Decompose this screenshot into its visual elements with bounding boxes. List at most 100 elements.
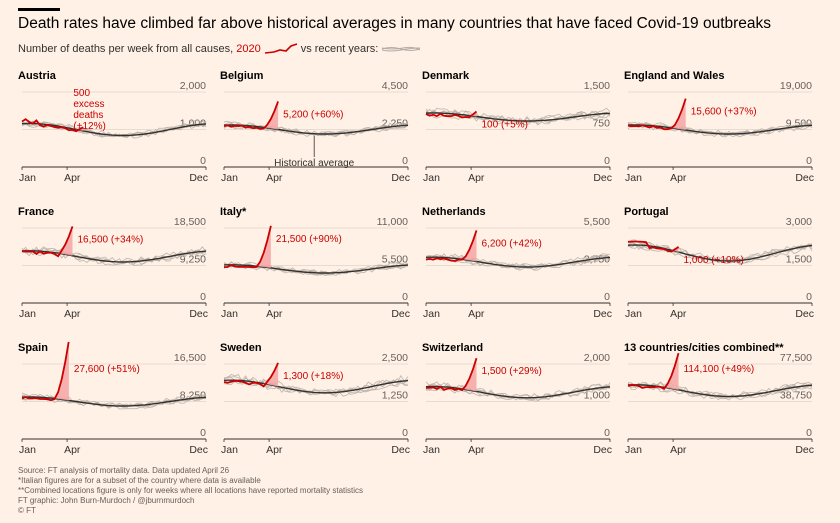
y-tick-label: 0 bbox=[604, 291, 610, 303]
line-2020 bbox=[627, 240, 680, 253]
x-tick-label: Dec bbox=[189, 444, 208, 456]
panel-france: France 18,500 9,250 0 Jan Apr Dec 16,500 (+34%) bbox=[18, 206, 213, 328]
x-tick-label: Dec bbox=[593, 172, 612, 184]
recent-year-line bbox=[425, 253, 610, 268]
excess-annotation: 1,300 (+18%) bbox=[283, 371, 343, 382]
historical-average-line bbox=[425, 256, 611, 268]
panel-title: France bbox=[18, 206, 55, 218]
excess-deaths-area bbox=[58, 226, 73, 257]
y-tick-label: 1,500 bbox=[584, 80, 610, 92]
historical-average-label: Historical average bbox=[274, 158, 354, 169]
y-tick-label: 19,000 bbox=[780, 80, 812, 92]
excess-annotation: 21,500 (+90%) bbox=[276, 234, 342, 245]
historical-average-line bbox=[21, 396, 207, 407]
footer: Source: FT analysis of mortality data. D… bbox=[18, 466, 363, 516]
line-2020 bbox=[21, 118, 84, 133]
excess-deaths-area bbox=[54, 342, 69, 401]
excess-annotation: 100 (+5%) bbox=[482, 119, 528, 130]
x-tick-label: Apr bbox=[468, 444, 485, 456]
x-tick-label: Dec bbox=[189, 172, 208, 184]
historical-average-line bbox=[627, 124, 813, 135]
historical-average-line bbox=[627, 244, 813, 262]
panel-chart: 2,500 1,250 0 Jan Apr Dec 1,300 (+18%) bbox=[221, 352, 410, 456]
x-tick-label: Jan bbox=[19, 444, 36, 456]
y-tick-label: 2,500 bbox=[382, 352, 408, 364]
x-tick-label: Dec bbox=[593, 308, 612, 320]
legend-recent-years-lines-icon bbox=[382, 46, 421, 52]
panel-portugal: Portugal 3,000 1,500 0 Jan Apr Dec 1,000 (+10%) bbox=[624, 206, 819, 328]
y-tick-label: 0 bbox=[806, 291, 812, 303]
y-tick-label: 5,500 bbox=[584, 216, 610, 228]
panel-title: Denmark bbox=[422, 70, 470, 82]
recent-year-line bbox=[223, 377, 409, 396]
footer-copyright: © FT bbox=[18, 506, 36, 515]
panel-chart: 11,000 5,500 0 Jan Apr Dec 21,500 (+90%) bbox=[221, 216, 410, 320]
excess-annotation: 27,600 (+51%) bbox=[74, 364, 140, 375]
excess-deaths-area bbox=[462, 230, 477, 262]
x-tick-label: Apr bbox=[266, 308, 283, 320]
y-tick-label: 2,000 bbox=[584, 352, 610, 364]
x-tick-label: Jan bbox=[221, 444, 238, 456]
panel-netherlands: Netherlands 5,500 2,750 0 Jan Apr Dec 6,200 (+4… bbox=[422, 206, 617, 328]
recent-year-line bbox=[627, 382, 813, 400]
x-tick-label: Dec bbox=[391, 172, 410, 184]
y-tick-label: 750 bbox=[592, 118, 610, 130]
x-tick-label: Apr bbox=[64, 172, 81, 184]
recent-year-line bbox=[627, 382, 813, 399]
top-accent-bar bbox=[18, 8, 60, 11]
y-tick-label: 5,500 bbox=[382, 254, 408, 266]
legend-2020-line-icon bbox=[264, 43, 297, 54]
footer-source: Source: FT analysis of mortality data. D… bbox=[18, 466, 230, 475]
line-2020 bbox=[21, 226, 74, 258]
panel-belgium: Belgium 4,500 2,250 0 Jan Apr Dec 5,200 (+60%) H… bbox=[220, 70, 415, 192]
panel-chart: 5,500 2,750 0 Jan Apr Dec 6,200 (+42%) bbox=[423, 216, 612, 320]
x-tick-label: Jan bbox=[221, 172, 238, 184]
subtitle-text-after: vs recent years: bbox=[300, 43, 379, 55]
x-tick-label: Apr bbox=[670, 308, 687, 320]
line-2020 bbox=[627, 98, 687, 131]
recent-year-line bbox=[21, 246, 207, 264]
panel-denmark: Denmark 1,500 750 0 Jan Apr Dec 100 (+5%) bbox=[422, 70, 617, 192]
x-tick-label: Apr bbox=[468, 172, 485, 184]
line-2020 bbox=[627, 352, 680, 390]
recent-year-line bbox=[223, 376, 409, 395]
footer-note-italy: *Italian figures are for a subset of the… bbox=[18, 476, 261, 485]
panel-chart: 1,500 750 0 Jan Apr Dec 100 (+5%) bbox=[423, 80, 612, 184]
recent-year-line bbox=[627, 381, 813, 398]
line-2020 bbox=[425, 230, 478, 262]
panel-title: Netherlands bbox=[422, 206, 486, 218]
panel-chart: 3,000 1,500 0 Jan Apr Dec 1,000 (+10%) bbox=[625, 216, 814, 320]
excess-annotation: 6,200 (+42%) bbox=[482, 238, 542, 249]
y-tick-label: 0 bbox=[604, 155, 610, 167]
y-tick-label: 0 bbox=[806, 427, 812, 439]
y-tick-label: 0 bbox=[402, 427, 408, 439]
x-tick-label: Dec bbox=[795, 172, 814, 184]
excess-annotation: 1,000 (+10%) bbox=[684, 255, 744, 266]
panel-austria: Austria 2,000 1,000 0 Jan Apr Dec 500 excess deat… bbox=[18, 70, 213, 192]
excess-deaths-area bbox=[263, 362, 279, 387]
y-tick-label: 9,250 bbox=[180, 254, 206, 266]
y-tick-label: 4,500 bbox=[382, 80, 408, 92]
excess-deaths-area bbox=[469, 111, 477, 118]
excess-deaths-area bbox=[671, 98, 686, 130]
y-tick-label: 11,000 bbox=[377, 216, 408, 228]
historical-average-line bbox=[223, 124, 409, 135]
recent-year-line bbox=[223, 261, 409, 274]
excess-deaths-area bbox=[664, 353, 679, 390]
x-tick-label: Apr bbox=[670, 444, 687, 456]
excess-annotation: 15,600 (+37%) bbox=[691, 107, 757, 118]
panel-title: Sweden bbox=[220, 342, 262, 354]
panel-title: Spain bbox=[18, 342, 48, 354]
panel-switzerland: Switzerland 2,000 1,000 0 Jan Apr Dec 1,500 (+2… bbox=[422, 342, 617, 464]
x-tick-label: Apr bbox=[670, 172, 687, 184]
y-tick-label: 0 bbox=[604, 427, 610, 439]
excess-annotation: 5,200 (+60%) bbox=[283, 109, 343, 120]
y-tick-label: 1,500 bbox=[786, 254, 812, 266]
x-tick-label: Jan bbox=[625, 172, 642, 184]
line-2020 bbox=[425, 110, 478, 119]
y-tick-label: 77,500 bbox=[780, 352, 812, 364]
recent-year-line bbox=[627, 121, 813, 135]
historical-average-line bbox=[223, 264, 409, 274]
